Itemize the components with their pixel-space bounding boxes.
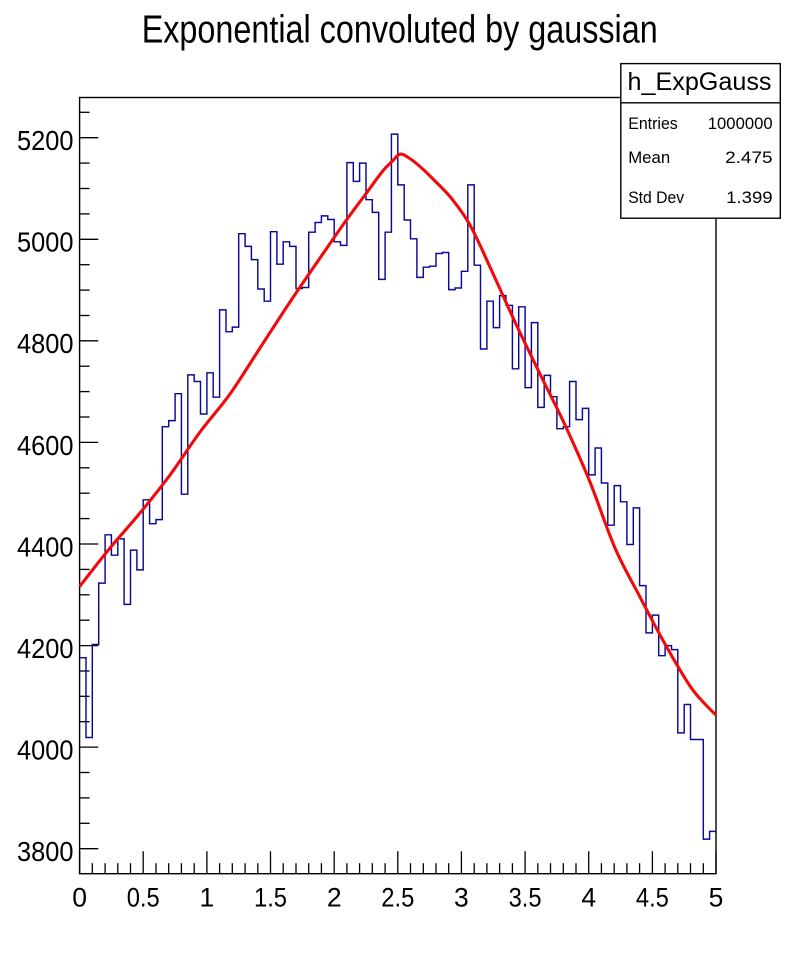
svg-text:4000: 4000 bbox=[17, 735, 74, 766]
svg-text:1.5: 1.5 bbox=[254, 882, 287, 912]
svg-text:5200: 5200 bbox=[17, 125, 74, 156]
svg-text:4200: 4200 bbox=[17, 633, 74, 664]
svg-text:1: 1 bbox=[200, 882, 215, 912]
svg-text:0: 0 bbox=[72, 882, 87, 912]
svg-text:4400: 4400 bbox=[17, 531, 74, 562]
svg-text:2.475: 2.475 bbox=[725, 148, 773, 167]
svg-text:Mean: Mean bbox=[628, 148, 670, 167]
svg-text:5: 5 bbox=[709, 882, 724, 912]
svg-text:2: 2 bbox=[327, 882, 342, 912]
svg-text:5000: 5000 bbox=[17, 227, 74, 258]
svg-text:Exponential convoluted by gaus: Exponential convoluted by gaussian bbox=[142, 9, 658, 52]
svg-text:3800: 3800 bbox=[17, 836, 74, 867]
svg-text:h_ExpGauss: h_ExpGauss bbox=[628, 68, 772, 96]
svg-text:3.5: 3.5 bbox=[509, 882, 542, 912]
svg-text:1.399: 1.399 bbox=[726, 188, 772, 207]
svg-text:Std Dev: Std Dev bbox=[628, 188, 684, 207]
svg-text:3: 3 bbox=[454, 882, 469, 912]
svg-text:4.5: 4.5 bbox=[636, 882, 669, 912]
svg-text:2.5: 2.5 bbox=[381, 882, 414, 912]
svg-text:Entries: Entries bbox=[628, 114, 678, 133]
svg-text:4: 4 bbox=[581, 882, 596, 912]
svg-text:0.5: 0.5 bbox=[127, 882, 160, 912]
svg-text:4800: 4800 bbox=[17, 328, 74, 359]
svg-text:1000000: 1000000 bbox=[708, 114, 773, 133]
svg-text:4600: 4600 bbox=[17, 430, 74, 461]
